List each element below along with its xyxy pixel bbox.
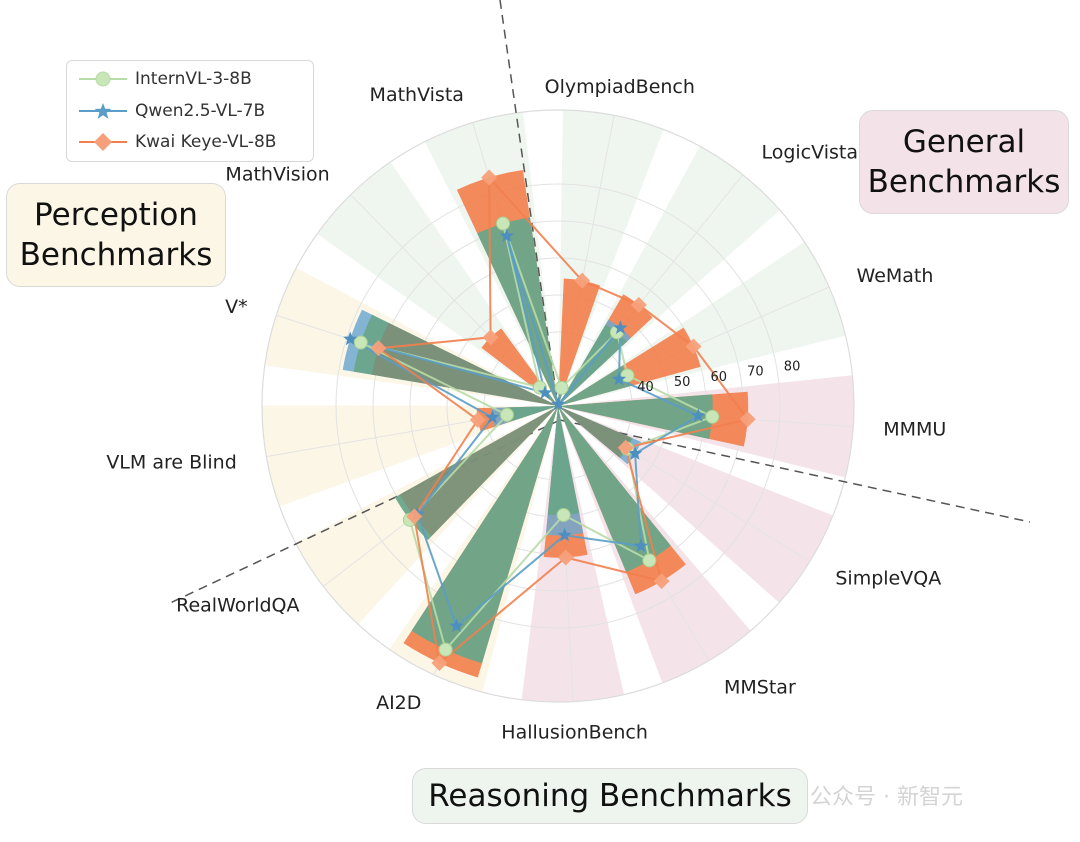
point-qwen [691,408,706,422]
legend-label: InternVL-3-8B [135,69,252,89]
category-label: MMMU [883,419,946,441]
point-keye [557,549,574,566]
point-qwen [611,371,627,386]
group-label-reasoning: Reasoning Benchmarks [412,768,808,824]
point-internvl [438,642,453,657]
legend-star-marker [79,103,127,119]
bar-keye-vl-overlay [558,406,632,458]
group-separator-line [559,419,1031,523]
outer-circle [261,109,855,703]
point-keye [482,329,499,346]
point-qwen [557,527,572,542]
point-keye [617,439,634,456]
point-internvl [556,508,571,523]
point-keye [481,169,498,186]
point-internvl [620,368,635,383]
category-label: OlympiadBench [545,76,695,98]
radial-tick-label: 70 [747,365,764,380]
point-qwen [613,320,628,334]
group-background-wedge [261,405,558,507]
category-label: WeMath [857,265,934,287]
bar-internvl [411,406,558,664]
point-qwen [537,385,553,399]
point-internvl [499,407,514,422]
point-qwen [499,228,514,242]
group-separator-line [167,419,561,605]
group-background-wedge [558,110,664,406]
bar-internvl [558,324,627,406]
radial-tick-label: 60 [711,370,728,385]
point-keye [630,296,647,313]
point-qwen [485,409,500,424]
category-label: MathVista [370,84,464,106]
category-label: VLM are Blind [106,452,236,474]
group-separator-line [499,0,561,421]
legend-diamond-marker [79,133,127,151]
bar-internvl [394,406,558,541]
point-qwen [628,446,643,460]
point-internvl [642,553,657,568]
point-qwen [551,396,566,411]
legend: InternVL-3-8B Qwen2.5-VL-7B Kwai Keye-VL… [66,60,314,162]
point-internvl [496,216,511,231]
category-label: SimpleVQA [835,567,941,589]
point-qwen [449,618,464,633]
bar-internvl [547,406,580,516]
grid-circle [335,183,781,629]
legend-circle-marker [79,71,127,87]
legend-label: Kwai Keye-VL-8B [135,132,277,152]
point-keye [469,411,486,428]
bar-internvl [558,365,632,406]
point-internvl [705,409,720,424]
radial-tick-label: 50 [674,375,691,390]
watermark: 公众号 · 新智元 [810,785,963,810]
category-label: HallusionBench [501,722,648,744]
point-keye [685,338,702,355]
legend-label: Qwen2.5-VL-7B [135,101,266,121]
bar-keye-vl-overlay [399,406,558,537]
point-internvl [353,335,368,350]
bar-internvl [558,406,633,459]
group-label-general: General Benchmarks [859,110,1069,214]
radial-tick-label: 80 [784,360,801,375]
category-label: RealWorldQA [176,595,299,617]
point-internvl [554,380,569,395]
point-keye [739,411,756,428]
series-line-2 [375,174,750,665]
point-qwen [343,331,358,346]
legend-item-qwen[interactable]: Qwen2.5-VL-7B [77,97,265,125]
series-line-0 [360,223,715,652]
point-keye [406,508,423,525]
bar-internvl [506,406,558,423]
group-label-perception: Perception Benchmarks [6,183,226,287]
point-keye [431,655,448,672]
category-label: MathVision [225,163,329,185]
point-keye [653,573,670,590]
category-label: MMStar [724,677,796,699]
category-label: V* [225,296,248,318]
bar-keye-vl [558,278,601,406]
point-keye [574,272,591,289]
legend-item-internvl[interactable]: InternVL-3-8B [77,65,252,93]
bar-internvl [477,217,558,406]
point-keye [370,340,387,357]
category-label: AI2D [376,692,421,714]
category-label: LogicVista [761,141,858,163]
radial-tick-label: 40 [637,380,654,395]
legend-item-keye[interactable]: Kwai Keye-VL-8B [77,128,276,156]
point-qwen [633,538,648,553]
